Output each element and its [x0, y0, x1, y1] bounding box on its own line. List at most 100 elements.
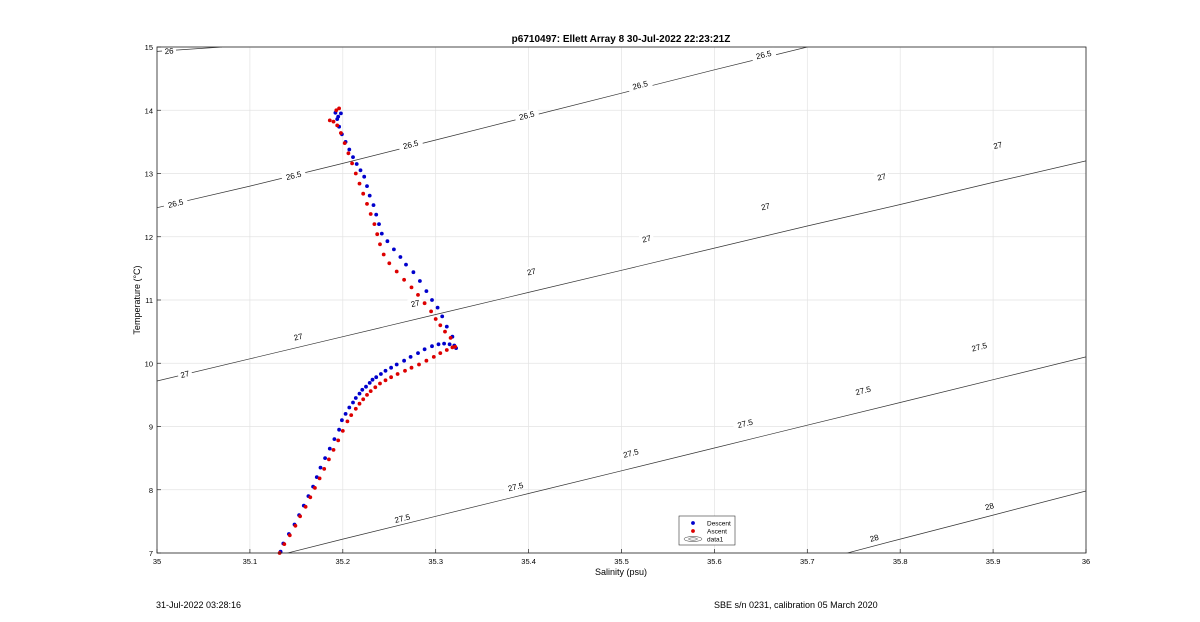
data-point [327, 457, 331, 462]
data-point [443, 329, 447, 334]
data-point [373, 385, 378, 390]
isopycnal-label: 27 [526, 266, 537, 277]
isopycnal-label: 27.5 [394, 512, 412, 525]
isopycnal-label: 28 [869, 533, 880, 544]
data-point [336, 438, 341, 443]
data-point [339, 131, 343, 135]
y-axis-label: Temperature (°C) [132, 265, 142, 334]
data-point [327, 118, 332, 123]
isopycnal-label: 27.5 [507, 481, 525, 494]
data-point [287, 533, 292, 538]
data-point [334, 108, 339, 113]
isopycnal-label: 26.5 [518, 109, 536, 122]
data-point [447, 342, 452, 347]
data-point [347, 147, 352, 152]
isopycnal-line [157, 160, 1086, 382]
data-point [404, 262, 408, 267]
data-point [323, 456, 327, 460]
y-tick-label: 10 [145, 359, 153, 368]
data-point [361, 191, 366, 196]
isopycnal-label-bg [989, 138, 1006, 151]
legend-label: data1 [707, 537, 724, 544]
data-point [282, 542, 287, 546]
data-point [389, 375, 393, 380]
data-point [368, 389, 373, 393]
isopycnal-label-bg [161, 47, 177, 56]
isopycnal-label-bg [866, 531, 882, 544]
legend-label: Ascent [707, 529, 727, 536]
data-point [351, 155, 355, 160]
x-tick-label: 35 [153, 557, 161, 566]
data-point [398, 255, 403, 259]
y-tick-label: 8 [149, 486, 153, 495]
data-point [357, 401, 362, 406]
data-point [431, 355, 436, 359]
data-point [354, 162, 359, 166]
isopycnal-label: 28 [984, 501, 995, 512]
data-point [440, 314, 445, 319]
data-point [394, 269, 399, 274]
x-tick-label: 35.8 [893, 557, 908, 566]
isopycnal-label: 27 [410, 298, 421, 309]
data-point [340, 429, 345, 433]
data-point [409, 285, 414, 290]
series-ascent [277, 106, 458, 555]
data-point [346, 151, 351, 156]
data-point [353, 406, 358, 411]
x-tick-label: 35.1 [243, 557, 258, 566]
data-point [327, 446, 332, 451]
data-point [377, 222, 381, 227]
data-point [430, 344, 434, 349]
isopycnal-label-bg [502, 478, 529, 494]
isopycnal-label: 26 [164, 46, 174, 56]
data-point [317, 476, 322, 481]
isopycnal-label-bg [617, 445, 644, 460]
data-point [374, 212, 379, 217]
isopycnal-label: 26.5 [402, 139, 420, 152]
isopycnal-label: 27.5 [855, 385, 873, 398]
data-point [350, 161, 354, 166]
data-point [433, 317, 438, 321]
data-point [422, 347, 427, 352]
data-point [361, 397, 366, 402]
data-point [337, 427, 341, 432]
data-point [429, 309, 433, 314]
data-point [436, 342, 441, 347]
data-point [367, 193, 372, 198]
data-point [371, 203, 376, 208]
data-point [293, 523, 298, 528]
data-point [308, 495, 313, 500]
data-point [362, 174, 367, 179]
data-point [357, 391, 362, 396]
data-point [313, 486, 317, 490]
isopycnal-label-bg [757, 199, 774, 212]
isopycnal-label-bg [627, 77, 653, 92]
isopycnal-contours: 26 26.5 26.5 26.5 26.5 26.5 26.5 27 27 27 27 27 27 27… [157, 46, 1086, 553]
data-point [332, 437, 337, 441]
isopycnal-label-bg [750, 47, 777, 62]
data-point [408, 355, 413, 359]
data-point [343, 412, 348, 416]
data-point [322, 467, 327, 471]
x-tick-label: 35.7 [800, 557, 815, 566]
isopycnal-label-bg [407, 296, 423, 309]
isopycnal-label-bg [290, 330, 306, 343]
data-point [424, 289, 429, 293]
data-point [383, 378, 388, 383]
isopycnal-label: 27 [180, 369, 191, 380]
data-point [368, 212, 373, 216]
y-tick-label: 7 [149, 549, 153, 558]
isopycnal-label: 27.5 [737, 417, 755, 430]
data-point [336, 114, 341, 119]
data-point [394, 362, 399, 367]
data-point [367, 381, 372, 385]
isopycnal-label: 26.5 [755, 49, 773, 62]
data-point [453, 344, 458, 349]
isopycnal-label-bg [966, 339, 992, 354]
footer-calibration: SBE s/n 0231, calibration 05 March 2020 [714, 600, 878, 610]
isopycnal-line [845, 490, 1086, 553]
data-point [416, 293, 420, 297]
data-point [331, 448, 336, 452]
y-tick-label: 9 [149, 423, 153, 432]
